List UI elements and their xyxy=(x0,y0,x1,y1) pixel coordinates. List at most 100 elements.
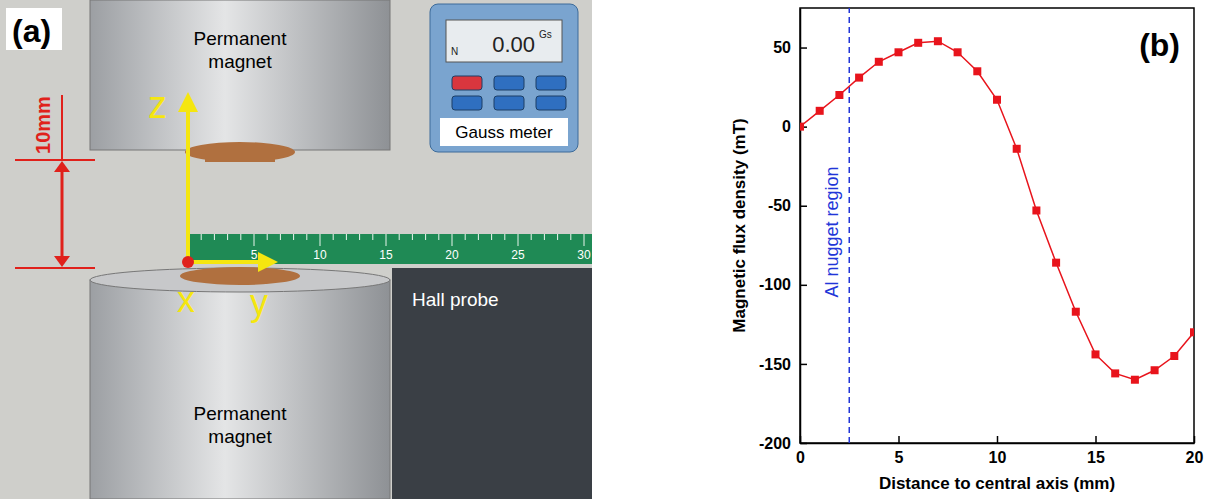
x-tick-label: 5 xyxy=(895,449,904,466)
bottom-magnet-core xyxy=(180,267,300,285)
x-tick-label: 15 xyxy=(1087,449,1105,466)
x-axis-title: Distance to central axis (mm) xyxy=(879,474,1115,493)
ruler-mm-tick xyxy=(201,234,202,240)
top-probe-holder xyxy=(205,150,275,162)
data-point xyxy=(993,96,1001,104)
ruler-mm-tick xyxy=(320,234,321,246)
gauss-meter-label-box xyxy=(440,118,568,146)
y-tick: 50 xyxy=(773,39,807,56)
x-tick-label: 20 xyxy=(1186,449,1204,466)
y-tick-mark xyxy=(800,47,807,49)
x-tick-label: 0 xyxy=(796,449,805,466)
panel-a: Permanentmagnet Permanentmagnet 10mm 5 10 15 2… xyxy=(0,0,592,499)
data-point xyxy=(895,48,903,56)
ruler-mm-tick xyxy=(491,234,492,240)
data-point xyxy=(973,67,981,75)
gauss-meter-button xyxy=(494,96,524,110)
ruler-mm-tick xyxy=(306,234,307,240)
data-point xyxy=(1072,308,1080,316)
ruler-mm-tick xyxy=(293,234,294,240)
plot-frame xyxy=(800,8,1194,443)
ruler-mm-tick xyxy=(478,234,479,240)
z-label: z xyxy=(148,84,167,126)
ruler-mm-tick xyxy=(227,234,228,240)
ruler-label: 5 xyxy=(251,248,258,262)
y-tick-label: -100 xyxy=(759,276,791,293)
ruler xyxy=(188,234,592,264)
plot-area xyxy=(800,8,1194,443)
y-arrowhead xyxy=(258,252,278,272)
z-axis xyxy=(186,108,190,262)
gauss-meter-pole: N xyxy=(451,46,458,57)
gap-line-bottom xyxy=(15,267,95,269)
ruler-mm-tick xyxy=(438,234,439,240)
gauss-meter-button xyxy=(452,96,482,110)
ruler-label: 25 xyxy=(511,248,525,262)
data-point xyxy=(1111,369,1119,377)
data-point xyxy=(855,74,863,82)
y-label: y xyxy=(250,282,268,323)
gauss-meter-button xyxy=(536,96,566,110)
x-axis: 0 5 10 15 20 xyxy=(796,436,1203,466)
data-point xyxy=(914,39,922,47)
y-tick-label: -200 xyxy=(759,435,791,452)
gauss-meter-button xyxy=(494,76,524,90)
hall-probe-label: Hall probe xyxy=(412,289,499,310)
x-tick: 10 xyxy=(989,436,1007,466)
gap-line-upper xyxy=(61,95,63,160)
ruler-mm-tick xyxy=(280,234,281,240)
data-point xyxy=(1032,206,1040,214)
panel-label: (a) xyxy=(12,13,51,49)
ruler-mm-tick xyxy=(254,234,255,246)
gap-arrow xyxy=(61,168,64,260)
gauss-meter-label: Gauss meter xyxy=(455,123,553,142)
ruler-mm-tick xyxy=(531,234,532,240)
bottom-magnet-label: Permanentmagnet xyxy=(194,403,288,447)
x-tick: 15 xyxy=(1087,436,1105,466)
gauss-meter-button xyxy=(452,76,482,90)
y-axis-arrow xyxy=(188,260,262,264)
ruler-mm-tick xyxy=(240,234,241,240)
top-magnet-core xyxy=(185,142,295,162)
gap-arrowhead-top xyxy=(54,161,70,172)
x-tick-label: 10 xyxy=(989,449,1007,466)
ruler-mm-tick xyxy=(570,234,571,240)
gauss-meter-display xyxy=(446,20,562,62)
annotation-label: Al nugget region xyxy=(822,166,842,297)
data-point xyxy=(954,48,962,56)
x-tick-mark xyxy=(898,436,900,443)
bottom-magnet xyxy=(90,280,390,499)
x-label: x xyxy=(177,279,195,320)
data-point xyxy=(1190,328,1194,336)
data-point xyxy=(1013,145,1021,153)
y-tick: 0 xyxy=(782,118,807,135)
data-point xyxy=(800,123,804,131)
y-tick-mark xyxy=(800,205,807,207)
data-point xyxy=(816,107,824,115)
ruler-mm-tick xyxy=(452,234,453,246)
data-point xyxy=(934,37,942,45)
data-point xyxy=(1092,350,1100,358)
data-point xyxy=(835,91,843,99)
gauss-meter-button xyxy=(536,76,566,90)
x-tick-mark xyxy=(1095,436,1097,443)
bottom-magnet-top xyxy=(90,268,390,292)
ruler-mm-tick xyxy=(557,234,558,240)
ruler-mm-tick xyxy=(465,234,466,240)
ruler-mm-tick xyxy=(333,234,334,240)
gauss-meter-body xyxy=(430,4,578,152)
y-tick: -50 xyxy=(768,197,807,214)
ruler-mm-tick xyxy=(544,234,545,240)
ruler-label: 10 xyxy=(313,248,327,262)
top-magnet-label: Permanentmagnet xyxy=(194,28,288,72)
gap-label: 10mm xyxy=(32,96,54,154)
ruler-mm-tick xyxy=(214,234,215,240)
annotation-line xyxy=(849,8,851,443)
gauss-meter-reading: 0.00 xyxy=(492,32,535,57)
panel-b: 05101520-200-150-100-50050Al nugget regi… xyxy=(730,8,1204,493)
y-tick-label: 0 xyxy=(782,118,791,135)
y-tick-mark xyxy=(800,364,807,366)
origin xyxy=(182,256,194,268)
y-tick-label: -50 xyxy=(768,197,791,214)
ruler-label: 15 xyxy=(379,248,393,262)
